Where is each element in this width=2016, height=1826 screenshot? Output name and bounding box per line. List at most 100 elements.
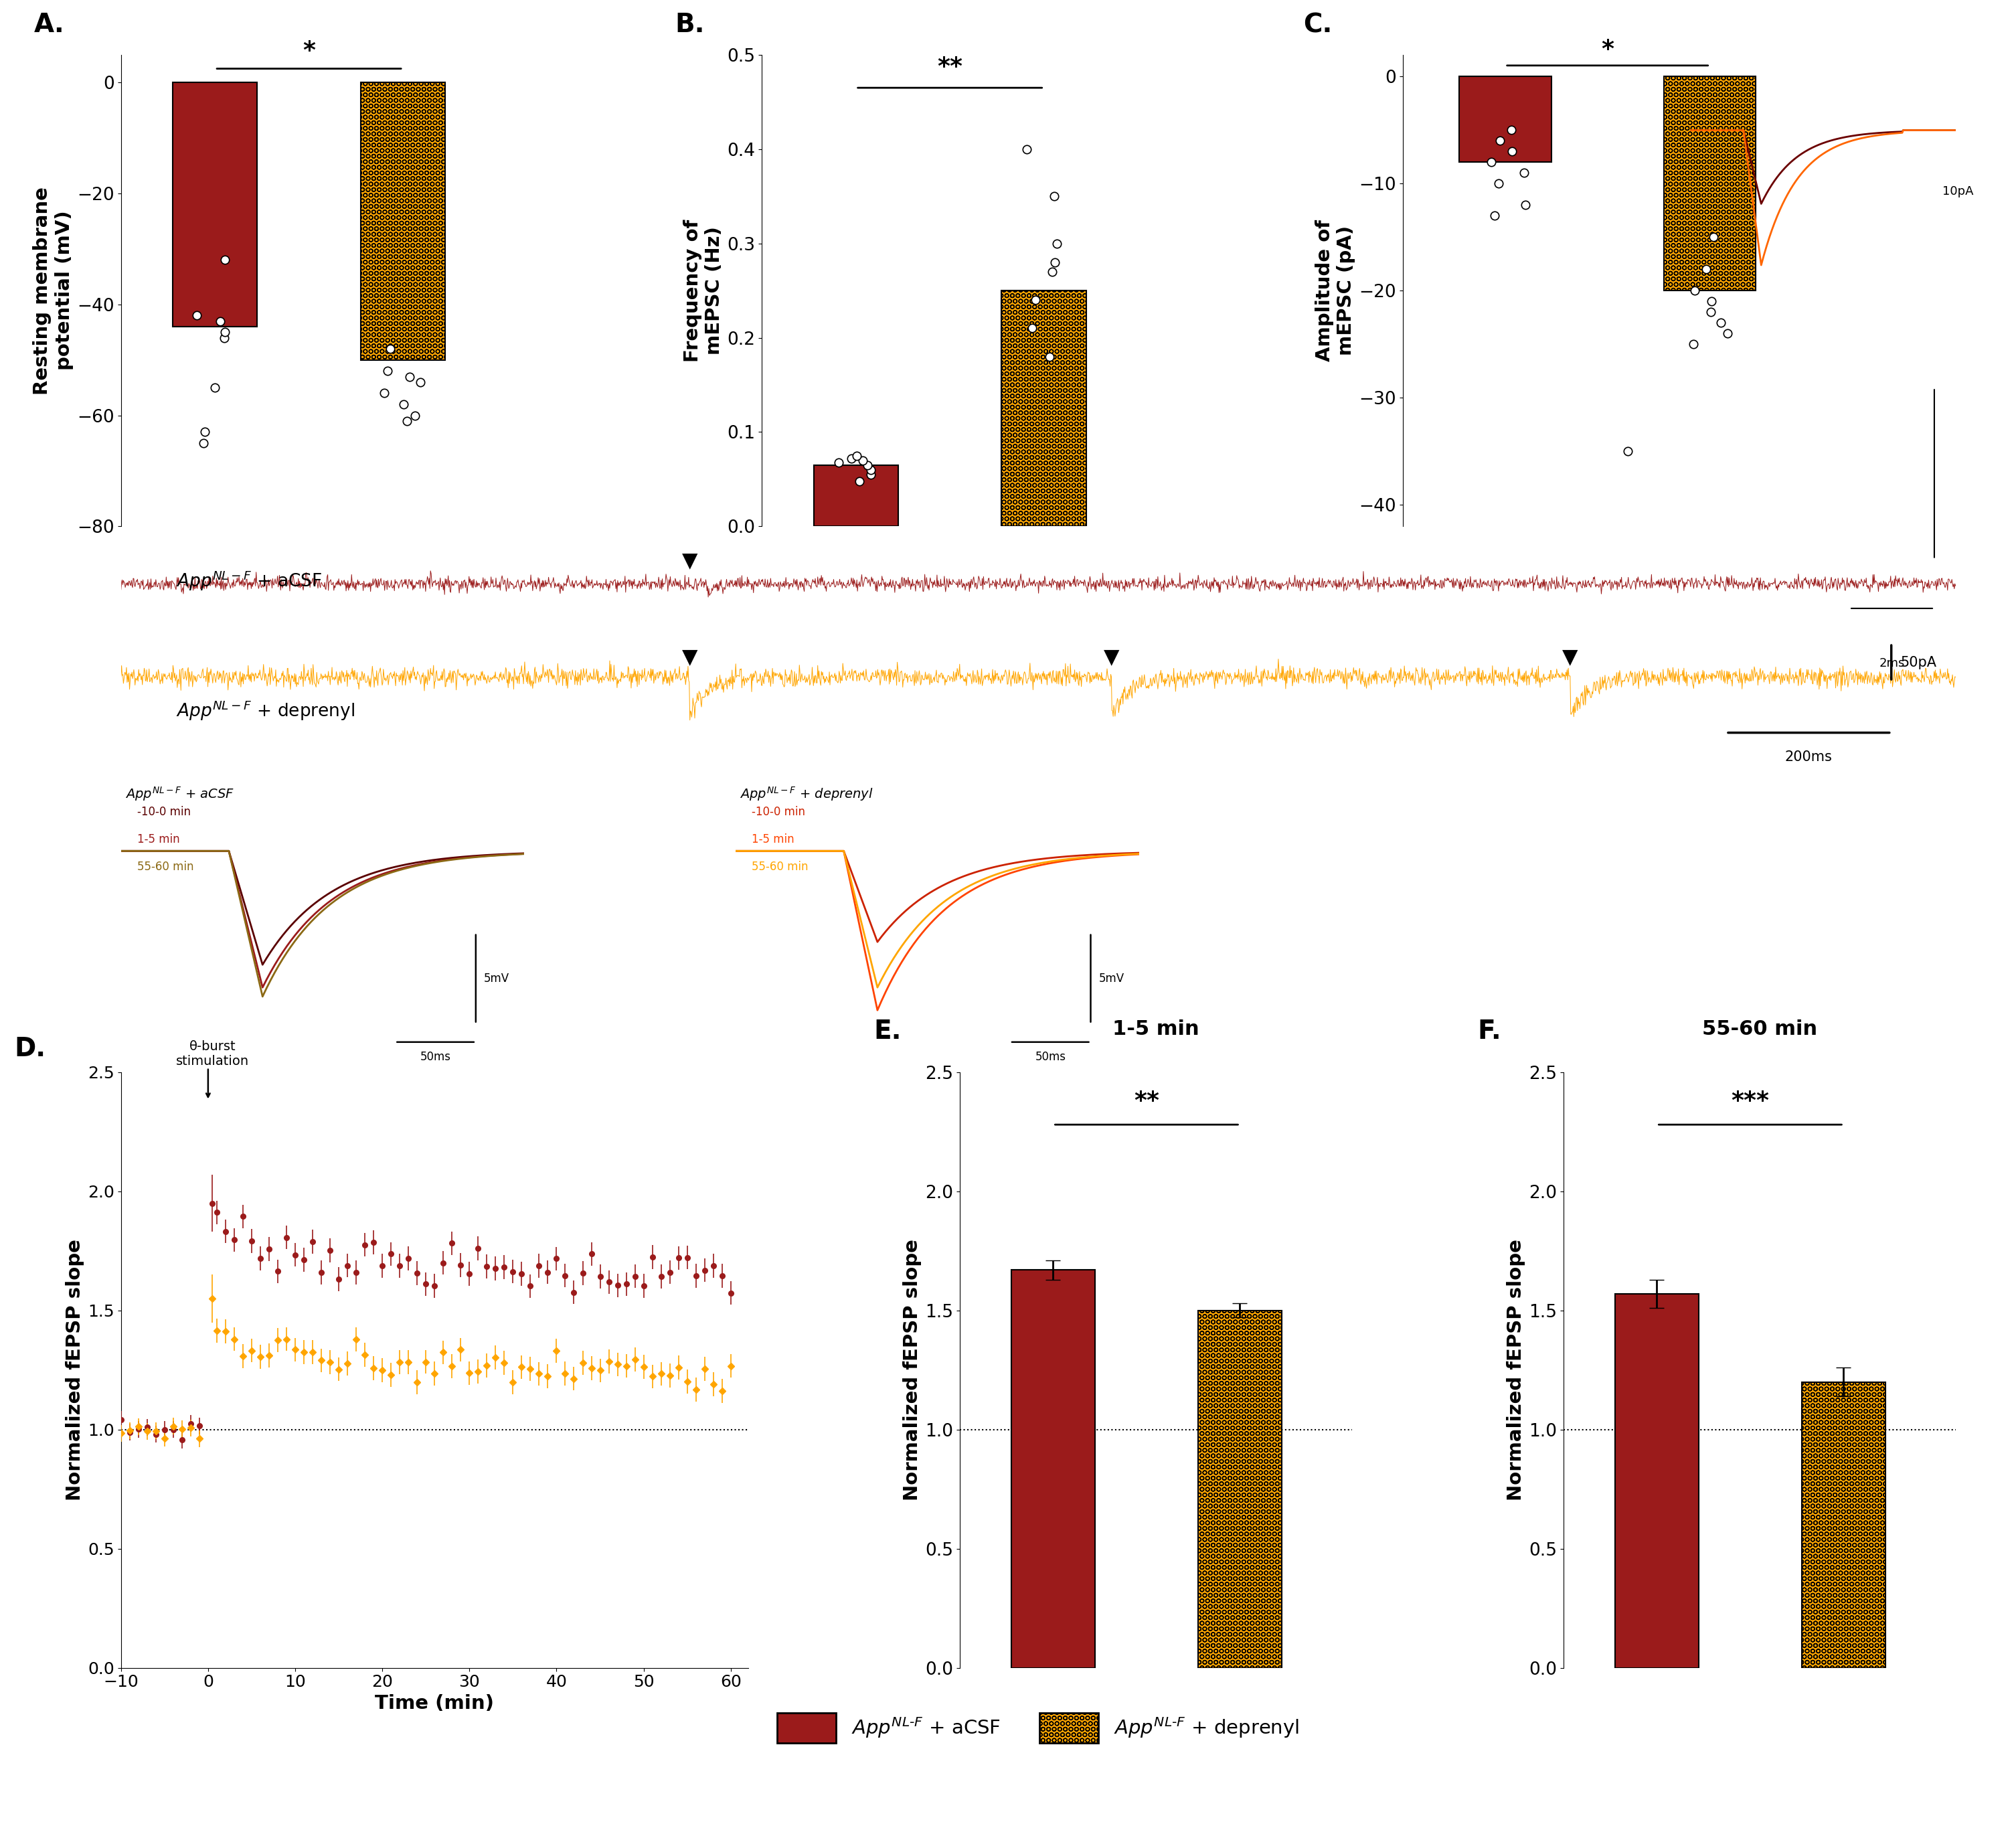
Point [200, 373, 232, 402]
Point [1038, 181, 1070, 210]
Point [1510, 190, 1542, 219]
Bar [1460, 77, 1550, 163]
Bar [1802, 1382, 1885, 1667]
Point [1034, 341, 1066, 371]
Text: ▼: ▼ [1103, 648, 1119, 666]
Bar [361, 82, 446, 360]
Point [1010, 135, 1042, 164]
Point [1679, 276, 1712, 305]
Point [1508, 159, 1540, 188]
Point [855, 460, 887, 489]
Text: A.: A. [34, 13, 65, 38]
Point [393, 362, 425, 391]
Text: ▼: ▼ [681, 648, 698, 666]
Text: $\mathit{App}^{\mathit{NL-F}}$ + aCSF: $\mathit{App}^{\mathit{NL-F}}$ + aCSF [125, 785, 234, 803]
Text: *: * [1601, 38, 1615, 62]
Title: 55-60 min: 55-60 min [1702, 1019, 1816, 1039]
Point [187, 418, 220, 447]
Point [1476, 148, 1508, 177]
Bar [1663, 77, 1756, 290]
Point [204, 307, 236, 336]
Text: *: * [302, 38, 314, 62]
Text: D.: D. [14, 1037, 46, 1063]
Point [1036, 257, 1068, 287]
Point [403, 367, 435, 396]
Text: 50ms: 50ms [1034, 1052, 1066, 1063]
Point [1706, 309, 1738, 338]
Point [387, 389, 419, 418]
Point [1496, 115, 1528, 144]
Text: -10-0 min: -10-0 min [137, 805, 192, 818]
Text: ▼: ▼ [1562, 648, 1579, 666]
Point [208, 318, 240, 347]
X-axis label: Time (min): Time (min) [375, 1695, 494, 1713]
Text: $\mathit{App}^{\mathit{NL-F}}$ + aCSF: $\mathit{App}^{\mathit{NL-F}}$ + aCSF [175, 570, 323, 592]
Text: $\mathit{App}^{\mathit{NL-F}}$ + deprenyl: $\mathit{App}^{\mathit{NL-F}}$ + depreny… [740, 785, 873, 803]
Point [1482, 168, 1514, 197]
Point [1697, 223, 1730, 252]
Text: 55-60 min: 55-60 min [137, 860, 194, 873]
Point [210, 245, 242, 274]
Point [181, 301, 214, 331]
Bar [1198, 1311, 1282, 1667]
Point [1496, 137, 1528, 166]
Point [1613, 436, 1645, 466]
Text: θ-burst
stimulation: θ-burst stimulation [175, 1041, 248, 1068]
Text: ▼: ▼ [681, 551, 698, 572]
Text: C.: C. [1302, 13, 1333, 38]
Text: 5mV: 5mV [484, 971, 510, 984]
Text: **: ** [937, 55, 962, 79]
Point [1038, 248, 1070, 278]
Text: 1-5 min: 1-5 min [137, 833, 179, 845]
Text: B.: B. [675, 13, 706, 38]
Point [1020, 285, 1052, 314]
Text: $\mathit{App}^{\mathit{NL-F}}$ + deprenyl: $\mathit{App}^{\mathit{NL-F}}$ + depreny… [175, 699, 355, 721]
Point [843, 466, 875, 495]
Bar [1002, 290, 1087, 526]
Bar [1615, 1295, 1699, 1667]
Y-axis label: Normalized fEPSP slope: Normalized fEPSP slope [903, 1240, 921, 1501]
Text: F.: F. [1478, 1019, 1502, 1044]
Point [375, 334, 407, 363]
Text: -10-0 min: -10-0 min [752, 805, 806, 818]
Text: 50ms: 50ms [419, 1052, 452, 1063]
Point [1695, 287, 1728, 316]
Point [369, 378, 401, 407]
Text: 200ms: 200ms [1784, 750, 1833, 763]
Point [1712, 320, 1744, 349]
Text: ***: *** [1732, 1090, 1770, 1112]
Y-axis label: Normalized fEPSP slope: Normalized fEPSP slope [65, 1240, 85, 1501]
Point [823, 447, 855, 477]
Point [399, 400, 431, 429]
Point [841, 442, 873, 471]
Title: 1-5 min: 1-5 min [1113, 1019, 1200, 1039]
Y-axis label: Frequency of
mEPSC (Hz): Frequency of mEPSC (Hz) [683, 219, 724, 362]
Bar [173, 82, 258, 327]
Point [371, 356, 403, 385]
Point [847, 446, 879, 475]
Y-axis label: Amplitude of
mEPSC (pA): Amplitude of mEPSC (pA) [1314, 219, 1355, 362]
Bar [1012, 1269, 1095, 1667]
Y-axis label: Resting membrane
potential (mV): Resting membrane potential (mV) [32, 186, 73, 394]
Text: E.: E. [873, 1019, 901, 1044]
Point [855, 455, 887, 484]
Text: 1-5 min: 1-5 min [752, 833, 794, 845]
Bar [814, 466, 899, 526]
Point [391, 407, 423, 436]
Point [1677, 329, 1710, 358]
Point [835, 444, 867, 473]
Point [187, 429, 220, 458]
Point [1016, 314, 1048, 343]
Point [1689, 254, 1722, 283]
Text: 5mV: 5mV [1099, 971, 1125, 984]
Point [1695, 298, 1728, 327]
Text: 50pA: 50pA [1901, 656, 1937, 668]
Point [1484, 126, 1516, 155]
Point [1478, 201, 1510, 230]
Point [851, 451, 883, 480]
Point [1040, 228, 1073, 257]
Legend: $\mathit{App}^{\mathit{NL\text{-}F}}$ + aCSF, $\mathit{App}^{\mathit{NL\text{-}F: $\mathit{App}^{\mathit{NL\text{-}F}}$ + … [770, 1705, 1306, 1751]
Text: **: ** [1133, 1090, 1159, 1112]
Point [208, 323, 240, 352]
Y-axis label: Normalized fEPSP slope: Normalized fEPSP slope [1506, 1240, 1526, 1501]
